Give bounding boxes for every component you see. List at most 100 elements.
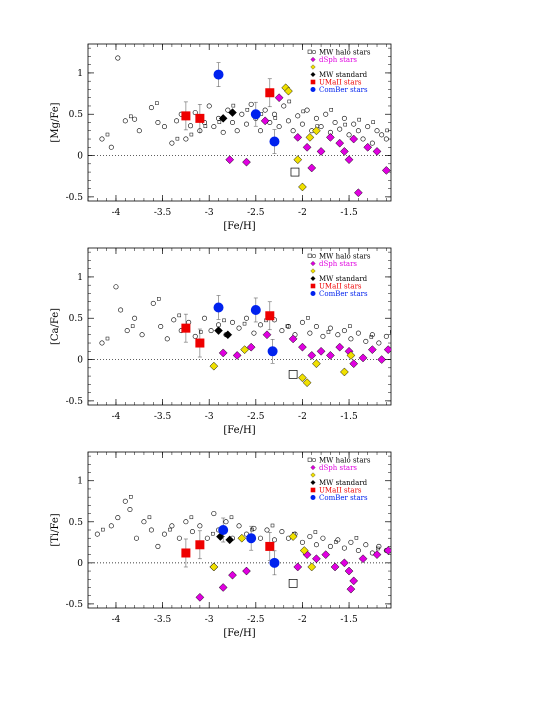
halo-star-marker — [155, 120, 161, 126]
halo-star-marker — [118, 307, 124, 313]
plot-frame — [87, 43, 392, 202]
halo-star-marker — [94, 531, 100, 537]
halo-star-marker — [341, 115, 347, 121]
legend-diamond-icon — [310, 479, 316, 486]
x-tick-label: -2 — [298, 615, 307, 625]
open-square-marker — [288, 579, 298, 588]
legend-circle-icon — [310, 495, 316, 500]
legend-diamond-icon — [310, 64, 316, 70]
halo-star-marker — [313, 323, 319, 329]
x-tick-label: -2 — [298, 208, 307, 218]
diamond-marker — [284, 86, 293, 96]
x-tick-label: -3.5 — [154, 412, 172, 422]
diamond-marker — [232, 351, 242, 360]
halo-star-square-marker — [371, 120, 375, 124]
diamond-marker — [228, 108, 237, 117]
data-markers — [99, 55, 391, 198]
diamond-marker — [346, 584, 356, 594]
comber-marker — [213, 69, 224, 80]
diamond-marker — [358, 554, 368, 564]
diamond-marker — [312, 359, 321, 369]
umaii-marker — [195, 113, 205, 123]
diamond-marker — [335, 138, 345, 148]
halo-star-marker — [220, 129, 226, 135]
series-3 — [214, 326, 233, 340]
halo-star-marker — [363, 338, 369, 344]
series-1 — [195, 546, 391, 602]
y-tick-label: 0.5 — [69, 110, 84, 120]
halo-star-marker — [113, 284, 119, 290]
halo-star-square-marker — [175, 136, 180, 141]
halo-star-marker — [332, 120, 338, 126]
legend-diamond-icon — [310, 260, 316, 267]
halo-star-marker — [374, 128, 380, 134]
halo-star-marker — [99, 136, 105, 142]
diamond-marker — [349, 576, 359, 586]
diamond-marker — [358, 353, 368, 363]
x-tick-label: -1.5 — [340, 208, 358, 218]
halo-star-marker — [189, 529, 195, 535]
diamond-marker — [326, 133, 335, 142]
diamond-marker — [340, 147, 349, 156]
x-tick-label: -3 — [205, 208, 214, 218]
diamond-marker — [298, 342, 307, 352]
y-tick-label: -0.5 — [66, 397, 84, 407]
halo-star-marker — [383, 333, 389, 339]
halo-star-square-marker — [231, 103, 236, 108]
diamond-marker — [209, 361, 219, 371]
halo-star-marker — [279, 328, 285, 334]
halo-star-marker — [295, 113, 301, 119]
open-square-marker — [290, 167, 300, 177]
halo-star-square-marker — [229, 515, 234, 520]
chart-panel-3: -4 -3.5 -3 -2.5 -2 -1.5 -0.5 0 0.5 1 [Fe/H] [Ti/Fe]… — [50, 451, 392, 639]
chart-panel-1: -4 -3.5 -3 -2.5 -2 -1.5 -0.5 0 0.5 1 [Fe/H] [Mg/Fe]… — [50, 43, 392, 232]
halo-star-marker — [230, 319, 236, 325]
halo-star-square-marker — [105, 132, 110, 137]
diamond-marker — [316, 346, 326, 356]
y-tick-label: 1 — [77, 477, 83, 487]
y-tick-label: 0 — [77, 152, 83, 162]
diamond-marker — [218, 583, 228, 592]
diamond-marker — [225, 155, 235, 165]
diamond-marker — [307, 163, 317, 173]
halo-star-marker — [335, 537, 341, 543]
halo-star-marker — [290, 128, 296, 134]
diamond-marker — [344, 566, 354, 576]
diamond-marker — [363, 142, 373, 152]
data-markers — [99, 284, 391, 388]
series-6 — [288, 579, 298, 588]
halo-star-marker — [136, 128, 142, 134]
halo-star-marker — [133, 535, 139, 541]
halo-star-marker — [148, 527, 154, 533]
x-tick-label: -3.5 — [154, 615, 172, 625]
halo-star-marker — [348, 539, 354, 545]
legend-circle-icon — [310, 87, 316, 92]
diamond-marker — [312, 126, 321, 136]
halo-star-marker — [355, 330, 361, 336]
comber-marker — [267, 346, 278, 357]
legend-label: dSph stars — [319, 464, 357, 472]
x-axis-label: [Fe/H] — [223, 425, 255, 436]
diamond-marker — [372, 147, 382, 156]
diamond-marker — [368, 345, 377, 354]
halo-star-marker — [171, 317, 177, 323]
halo-star-marker — [124, 328, 130, 334]
series-0 — [99, 55, 389, 150]
halo-star-marker — [379, 132, 385, 138]
diamond-marker — [335, 342, 345, 352]
x-tick-label: -2.5 — [247, 615, 265, 625]
halo-star-square-marker — [189, 515, 194, 520]
diamond-marker — [262, 330, 272, 340]
diamond-marker — [228, 570, 237, 580]
diamond-marker — [381, 166, 391, 175]
halo-star-square-marker — [177, 313, 182, 318]
diamond-marker — [349, 134, 359, 144]
chart-panel-2: -4 -3.5 -3 -2.5 -2 -1.5 -0.5 0 0.5 1 [Fe/H] [Ca/Fe]… — [50, 247, 392, 436]
halo-star-marker — [323, 111, 329, 117]
series-0 — [94, 495, 389, 556]
diamond-marker — [330, 562, 340, 572]
series-1 — [225, 93, 391, 198]
halo-star-marker — [164, 336, 170, 342]
halo-star-marker — [161, 531, 167, 537]
legend-label: UMaII stars — [319, 487, 362, 495]
